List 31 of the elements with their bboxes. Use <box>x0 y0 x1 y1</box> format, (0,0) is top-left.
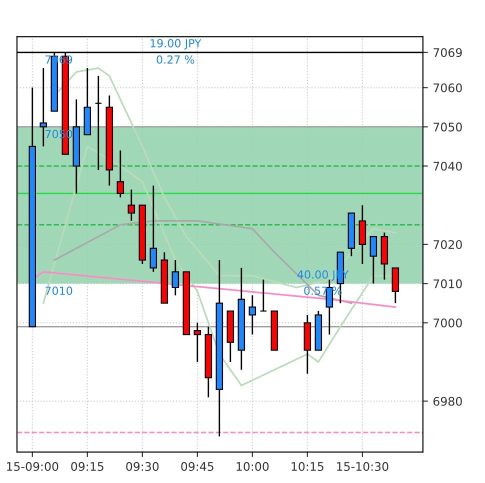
y-tick-label: 7000 <box>434 318 462 328</box>
y-tick-label: 7060 <box>434 83 462 92</box>
candlestick <box>248 294 256 336</box>
candlestick <box>40 67 48 148</box>
x-tick-label: 15-10:30 <box>337 462 388 471</box>
candlestick <box>194 322 202 363</box>
y-tick-label: 7010 <box>434 279 462 288</box>
x-tick-label: 09:45 <box>181 462 214 471</box>
x-tick-label: 10:15 <box>292 462 324 471</box>
candlestick <box>94 75 102 171</box>
candlestick <box>172 259 180 296</box>
y-tick-label: 7020 <box>434 240 462 250</box>
y-tick-label: 7040 <box>434 162 462 171</box>
candlestick <box>326 278 334 336</box>
candlestick <box>392 267 400 304</box>
y-tick-label: 7069 <box>434 48 462 58</box>
annotation: 19.00 JPY <box>150 39 202 50</box>
candlestick <box>150 184 158 273</box>
candlestick <box>116 150 124 198</box>
annotation: 7010 <box>46 286 72 295</box>
y-tick-label: 7050 <box>434 122 462 132</box>
candlestick <box>128 188 136 222</box>
candlestick <box>370 236 378 284</box>
candlestick <box>260 278 268 312</box>
annotation: 0.27 % <box>156 55 194 64</box>
y-tick-label: 6980 <box>433 396 462 406</box>
x-tick-label: 09:30 <box>126 462 159 471</box>
x-tick-label: 10:00 <box>236 462 269 471</box>
candlestick <box>358 204 366 265</box>
x-tick-label: 15-09:00 <box>7 462 58 471</box>
x-tick-label: 09:15 <box>71 462 104 471</box>
